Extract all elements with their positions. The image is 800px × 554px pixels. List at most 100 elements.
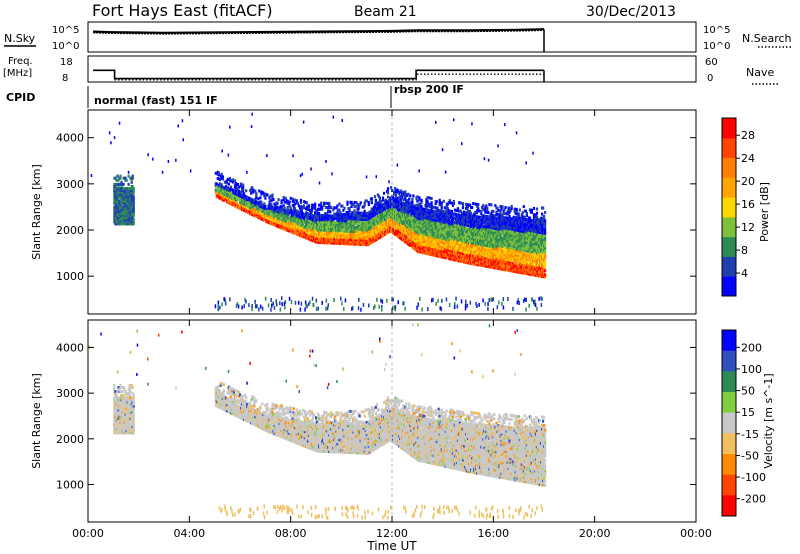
range-gate-cell bbox=[341, 217, 344, 221]
range-gate-cell bbox=[345, 231, 348, 235]
range-gate-cell bbox=[300, 228, 303, 232]
range-gate-cell bbox=[363, 203, 366, 207]
nave-label: Nave bbox=[746, 66, 774, 79]
cpid-segment-1: normal (fast) 151 IF bbox=[94, 94, 218, 107]
date-title: 30/Dec/2013 bbox=[586, 4, 676, 20]
range-gate-cell bbox=[330, 241, 333, 245]
range-gate-cell bbox=[353, 228, 356, 231]
range-gate-cell bbox=[132, 189, 135, 193]
range-gate-cell bbox=[325, 235, 328, 238]
range-gate-cell bbox=[291, 220, 294, 224]
range-gate-cell bbox=[350, 217, 353, 221]
range-gate-cell bbox=[270, 218, 273, 221]
range-gate-cell bbox=[242, 187, 245, 191]
range-gate-cell bbox=[237, 183, 240, 186]
range-gate-cell bbox=[280, 201, 283, 205]
noise-left-tick-bottom: 10^0 bbox=[52, 41, 79, 52]
range-gate-cell bbox=[337, 229, 340, 233]
range-gate-cell bbox=[295, 215, 298, 219]
range-gate-cell bbox=[478, 209, 481, 213]
range-gate-cell bbox=[131, 193, 134, 197]
range-gate-cell bbox=[414, 204, 417, 208]
range-gate-cell bbox=[430, 197, 433, 200]
range-gate-cell bbox=[226, 177, 229, 181]
range-gate-cell bbox=[467, 203, 470, 207]
nsky-label: N.Sky bbox=[4, 32, 36, 45]
range-gate-cell bbox=[299, 221, 302, 225]
range-gate-cell bbox=[360, 238, 363, 242]
range-gate-cell bbox=[477, 203, 480, 206]
range-gate-cell bbox=[316, 209, 319, 213]
power-heatmap bbox=[90, 110, 547, 314]
range-gate-cell bbox=[347, 227, 350, 231]
range-gate-cell bbox=[353, 209, 356, 213]
range-gate-cell bbox=[288, 204, 291, 208]
range-gate-cell bbox=[430, 201, 433, 205]
range-gate-cell bbox=[299, 198, 302, 202]
range-gate-cell bbox=[292, 204, 295, 208]
range-gate-cell bbox=[229, 179, 233, 183]
noise-series bbox=[93, 28, 545, 52]
range-gate-cell bbox=[283, 206, 286, 210]
range-gate-cell bbox=[121, 191, 124, 195]
range-gate-cell bbox=[355, 201, 358, 205]
range-gate-cell bbox=[314, 202, 317, 206]
range-gate-cell bbox=[328, 220, 331, 224]
range-gate-cell bbox=[274, 205, 277, 209]
range-gate-cell bbox=[327, 206, 330, 209]
range-gate-cell bbox=[342, 208, 345, 212]
range-gate-cell bbox=[409, 194, 412, 198]
range-gate-cell bbox=[362, 205, 365, 209]
range-gate-cell bbox=[296, 201, 299, 205]
range-gate-cell bbox=[354, 242, 357, 246]
range-gate-cell bbox=[292, 200, 295, 204]
range-gate-cell bbox=[329, 218, 332, 222]
range-gate-cell bbox=[336, 210, 339, 214]
range-gate-cell bbox=[130, 178, 133, 182]
range-gate-cell bbox=[370, 201, 373, 205]
range-gate-cell bbox=[121, 195, 124, 199]
range-gate-cell bbox=[394, 187, 397, 190]
range-gate-cell bbox=[220, 183, 223, 187]
range-gate-cell bbox=[124, 205, 127, 209]
range-gate-cell bbox=[386, 201, 390, 205]
range-gate-cell bbox=[408, 197, 411, 201]
range-gate-cell bbox=[310, 205, 314, 209]
range-gate-cell bbox=[307, 233, 311, 237]
freq-series bbox=[93, 69, 545, 82]
range-gate-cell bbox=[220, 172, 223, 176]
range-gate-cell bbox=[416, 203, 419, 207]
range-gate-cell bbox=[354, 217, 357, 221]
range-gate-cell bbox=[365, 199, 368, 203]
range-gate-cell bbox=[386, 195, 390, 199]
range-gate-cell bbox=[459, 201, 463, 205]
range-gate-cell bbox=[120, 201, 123, 205]
range-gate-cell bbox=[284, 196, 287, 200]
range-gate-cell bbox=[231, 197, 235, 201]
range-gate-cell bbox=[283, 210, 286, 214]
range-gate-cell bbox=[461, 202, 465, 206]
range-gate-cell bbox=[357, 205, 360, 209]
range-gate-cell bbox=[280, 207, 283, 211]
range-gate-cell bbox=[247, 198, 250, 202]
range-gate-cell bbox=[305, 201, 309, 205]
range-gate-cell bbox=[497, 208, 500, 212]
range-gate-cell bbox=[354, 205, 357, 209]
range-gate-cell bbox=[228, 176, 232, 180]
range-gate-cell bbox=[378, 196, 381, 200]
range-gate-cell bbox=[238, 189, 241, 193]
range-gate-cell bbox=[400, 199, 403, 203]
range-gate-cell bbox=[346, 202, 349, 206]
range-gate-cell bbox=[132, 214, 135, 218]
range-gate-cell bbox=[336, 204, 339, 208]
range-gate-cell bbox=[268, 196, 271, 200]
range-gate-cell bbox=[339, 235, 342, 239]
range-gate-cell bbox=[287, 225, 290, 229]
range-gate-cell bbox=[262, 191, 265, 195]
range-gate-cell bbox=[307, 220, 311, 224]
range-gate-cell bbox=[250, 191, 253, 195]
range-gate-cell bbox=[390, 186, 393, 190]
range-gate-cell bbox=[347, 211, 350, 215]
range-gate-cell bbox=[224, 185, 227, 189]
range-gate-cell bbox=[328, 204, 331, 207]
